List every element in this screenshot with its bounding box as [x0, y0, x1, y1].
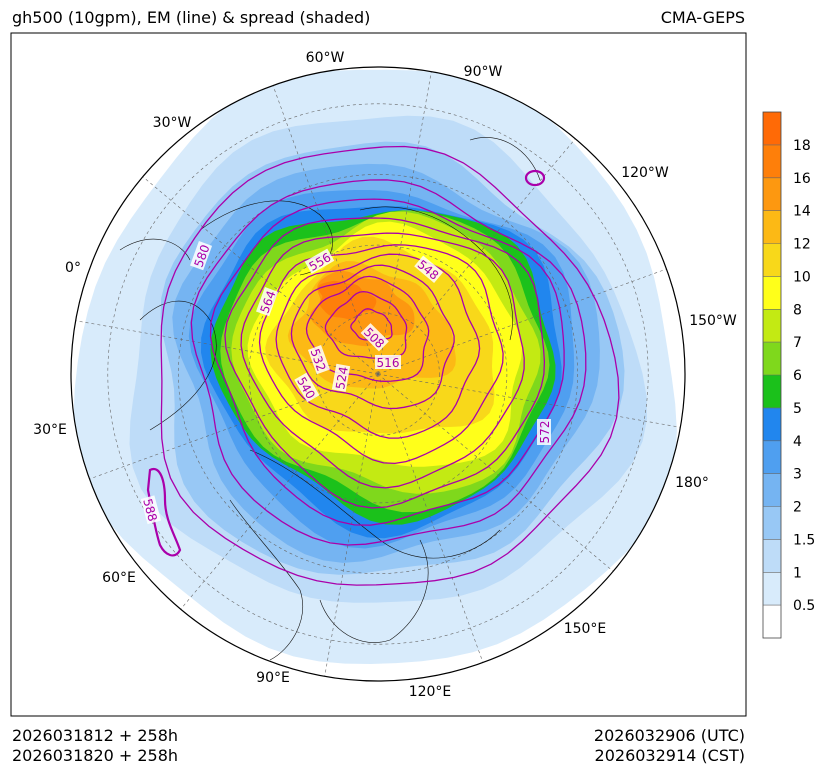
contour-label-bg: [307, 345, 330, 375]
contour-label-bg: [294, 372, 320, 403]
colorbar: 0.5 1 1.5 2 3 4 5 6 7 8 10 12 14 16 18: [762, 111, 815, 639]
latitude-circle-4: [107, 103, 649, 645]
latitude-circle-2: [248, 244, 508, 504]
model-name: CMA-GEPS: [660, 8, 745, 27]
colorbar-label: 14: [793, 204, 811, 220]
height-contour-4: [224, 217, 546, 509]
spread-level-14: [318, 280, 377, 320]
colorbar-label: 8: [793, 302, 802, 318]
coastline-5: [319, 539, 429, 643]
colorbar-label: 6: [793, 368, 802, 384]
longitude-label: 150°W: [689, 313, 737, 329]
colorbar-segment: [763, 473, 781, 507]
contour-label: 524: [333, 366, 351, 391]
height-contour-7: [275, 253, 481, 439]
colorbar-label: 1.5: [793, 532, 815, 548]
height-contour-6: [258, 244, 504, 465]
colorbar-label: 2: [793, 500, 802, 516]
longitude-label: 30°W: [153, 115, 192, 131]
contour-label-bg: [375, 355, 401, 369]
height-contour-8: [290, 264, 455, 410]
longitude-label: 60°W: [306, 50, 345, 66]
colorbar-label: 10: [793, 269, 811, 285]
contour-label-bg: [140, 495, 162, 525]
colorbar-segment: [763, 539, 781, 573]
init-time-utc: 2026031812 + 258h: [12, 726, 179, 745]
colorbar-segment: [763, 144, 781, 178]
coastline-6: [119, 238, 191, 261]
map-title: gh500 (10gpm), EM (line) & spread (shade…: [12, 8, 371, 27]
contour-label-bg: [360, 323, 389, 352]
longitude-label: 60°E: [102, 570, 136, 586]
longitude-label: 180°: [675, 475, 709, 491]
colorbar-segment: [763, 276, 781, 310]
contour-label-bg: [414, 255, 444, 283]
longitude-label: 120°E: [409, 684, 452, 700]
ensemble-mean-contours: [146, 145, 620, 586]
colorbar-segment: [763, 572, 781, 606]
colorbar-label: 3: [793, 467, 802, 483]
height-contour-9: [305, 275, 430, 382]
height-contour-5: [240, 232, 525, 489]
valid-time-cst: 2026032914 (CST): [594, 746, 745, 765]
colorbar-label: 16: [793, 171, 811, 187]
contour-label-bg: [331, 363, 351, 392]
longitude-label: 90°W: [464, 64, 503, 80]
valid-time-utc: 2026032906 (UTC): [593, 726, 745, 745]
coastline-4: [249, 449, 501, 559]
colorbar-label: 1: [793, 565, 802, 581]
height-contour-588: [146, 467, 182, 557]
longitude-label: 120°W: [621, 165, 669, 181]
longitude-labels: 60°W 90°W 30°W 120°W 0° 150°W 30°E 180° 60°E 150°…: [33, 50, 737, 700]
contour-label: 516: [377, 356, 400, 370]
init-time-cst: 2026031820 + 258h: [12, 746, 179, 765]
contour-label-bg: [304, 248, 335, 274]
longitude-label: 150°E: [564, 621, 607, 637]
colorbar-segment: [763, 112, 781, 145]
height-contour-3: [209, 198, 565, 526]
contour-label: 588: [140, 497, 159, 523]
colorbar-segment: [763, 177, 781, 211]
map-boundary: [70, 66, 686, 682]
colorbar-label: 18: [793, 138, 811, 154]
longitude-label: 0°: [65, 260, 81, 276]
coastline-8: [229, 499, 303, 661]
colorbar-label: 4: [793, 434, 802, 450]
longitude-label: 30°E: [33, 422, 67, 438]
contour-label-bg: [256, 287, 279, 317]
colorbar-segment: [763, 243, 781, 277]
latitude-circle-3: [178, 174, 578, 574]
colorbar-segment: [763, 407, 781, 441]
colorbar-segment: [763, 210, 781, 244]
colorbar-segment: [763, 605, 781, 638]
polar-map: [71, 67, 685, 681]
colorbar-segment: [763, 506, 781, 540]
contour-label-bg: [537, 419, 551, 445]
contour-label-bg: [190, 241, 213, 271]
height-contour-2: [190, 179, 587, 546]
colorbar-segment: [763, 309, 781, 343]
longitude-label: 90°E: [256, 670, 290, 686]
colorbar-label: 0.5: [793, 598, 815, 614]
colorbar-segment: [763, 342, 781, 375]
height-contour-1: [160, 145, 620, 586]
contour-label: 572: [538, 421, 552, 444]
colorbar-segment: [763, 440, 781, 474]
colorbar-label: 7: [793, 335, 802, 351]
colorbar-label: 5: [793, 401, 802, 417]
colorbar-label: 12: [793, 237, 811, 253]
map-frame: [10, 32, 747, 717]
height-contour-isolated-ne: [524, 169, 546, 187]
colorbar-segment: [763, 375, 781, 408]
